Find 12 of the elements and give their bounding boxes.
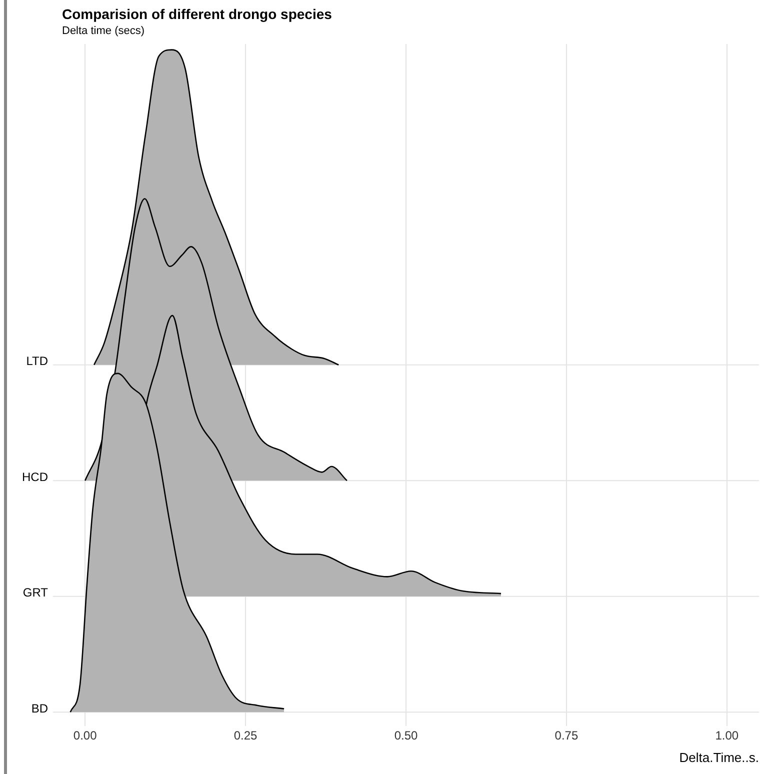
chart-subtitle: Delta time (secs) bbox=[62, 25, 145, 37]
chart-title: Comparision of different drongo species bbox=[62, 6, 332, 22]
x-tick-label: 0.00 bbox=[73, 728, 98, 743]
text: LTD bbox=[26, 354, 48, 368]
series-label: BD bbox=[31, 701, 48, 716]
x-tick-label: 0.50 bbox=[394, 728, 418, 743]
x-tick-label: 1.00 bbox=[715, 728, 739, 743]
x-tick-label: 0.25 bbox=[234, 728, 258, 743]
x-tick-label: 0.75 bbox=[554, 728, 578, 743]
text: GRT bbox=[22, 586, 49, 600]
text: HCD bbox=[22, 470, 48, 484]
x-axis-title: Delta.Time..s. bbox=[679, 750, 759, 765]
